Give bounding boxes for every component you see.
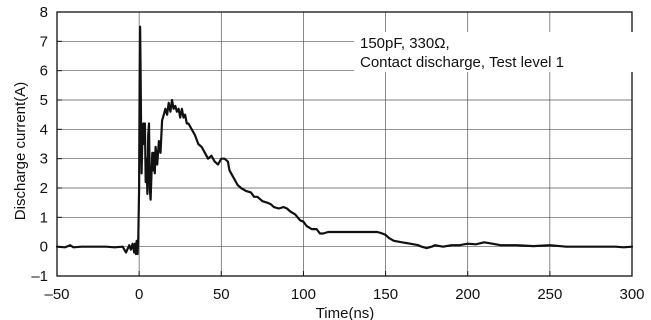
annotation-line-2: Contact discharge, Test level 1 xyxy=(360,54,564,71)
y-tick-label: 0 xyxy=(40,239,48,256)
y-tick-label: 8 xyxy=(40,4,48,21)
tick-layer: –50 0 50 100 150 200 250 300 –1 0 1 2 3 4 5 6 7 8 xyxy=(31,4,644,303)
x-tick-label: 200 xyxy=(455,286,480,303)
x-tick-label: 300 xyxy=(619,286,644,303)
x-tick-label: –50 xyxy=(44,286,69,303)
y-tick-label: 5 xyxy=(40,92,48,109)
series-layer xyxy=(55,25,634,256)
plot-frame xyxy=(56,11,633,277)
x-tick-label: 250 xyxy=(537,286,562,303)
discharge-current-line xyxy=(55,25,634,256)
annotation-background xyxy=(354,32,633,72)
x-tick-label: 100 xyxy=(291,286,316,303)
y-tick-label: 4 xyxy=(40,121,48,138)
y-tick-label: 3 xyxy=(40,151,48,168)
x-tick-label: 0 xyxy=(135,286,143,303)
y-tick-label: 7 xyxy=(40,33,48,50)
annotation-line-1: 150pF, 330Ω, xyxy=(360,35,450,52)
x-axis-title: Time(ns) xyxy=(316,305,375,320)
x-tick-label: 50 xyxy=(213,286,230,303)
y-tick-label: 6 xyxy=(40,63,48,80)
y-tick-label: 1 xyxy=(40,209,48,226)
y-tick-label: 2 xyxy=(40,180,48,197)
y-axis-title: Discharge current(A) xyxy=(12,82,29,220)
y-tick-label: –1 xyxy=(31,268,48,285)
x-tick-label: 150 xyxy=(373,286,398,303)
